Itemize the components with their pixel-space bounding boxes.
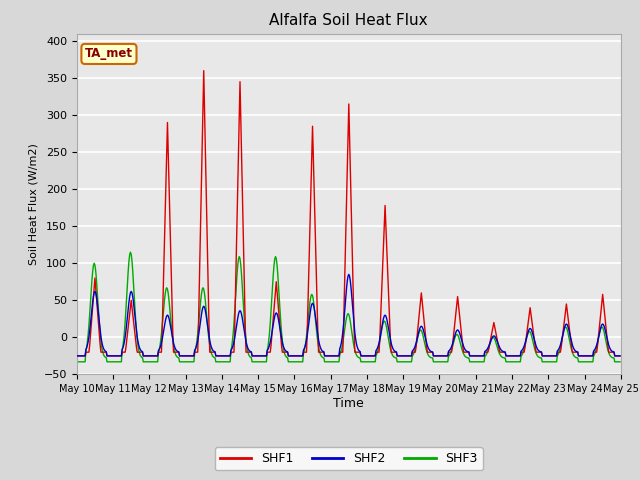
SHF1 xyxy=(83,349,90,355)
Title: Alfalfa Soil Heat Flux: Alfalfa Soil Heat Flux xyxy=(269,13,428,28)
SHF1 xyxy=(431,353,439,359)
SHF1 xyxy=(415,313,423,319)
SHF1 xyxy=(194,349,202,355)
SHF2 xyxy=(415,328,423,334)
SHF2 xyxy=(73,353,81,359)
SHF1 xyxy=(223,353,231,359)
SHF3 xyxy=(195,324,202,329)
SHF1 xyxy=(616,353,624,359)
SHF2 xyxy=(194,338,202,344)
SHF2 xyxy=(139,349,147,355)
SHF3 xyxy=(431,359,439,365)
SHF3 xyxy=(616,359,624,365)
Line: SHF2: SHF2 xyxy=(77,275,620,356)
SHF2 xyxy=(223,353,230,359)
SHF3 xyxy=(223,359,231,365)
SHF1 xyxy=(139,349,147,355)
SHF2 xyxy=(431,353,439,359)
SHF2 xyxy=(83,345,90,351)
SHF3 xyxy=(140,359,147,365)
SHF3 xyxy=(415,329,423,335)
Legend: SHF1, SHF2, SHF3: SHF1, SHF2, SHF3 xyxy=(214,447,483,470)
Line: SHF3: SHF3 xyxy=(77,252,620,362)
SHF1 xyxy=(73,353,81,359)
Text: TA_met: TA_met xyxy=(85,48,133,60)
Y-axis label: Soil Heat Flux (W/m2): Soil Heat Flux (W/m2) xyxy=(28,143,38,265)
SHF2 xyxy=(616,353,624,359)
SHF3 xyxy=(83,345,90,350)
SHF3 xyxy=(127,249,134,255)
SHF1 xyxy=(200,68,207,73)
SHF2 xyxy=(345,272,353,277)
SHF3 xyxy=(73,359,81,365)
X-axis label: Time: Time xyxy=(333,397,364,410)
Line: SHF1: SHF1 xyxy=(77,71,620,356)
